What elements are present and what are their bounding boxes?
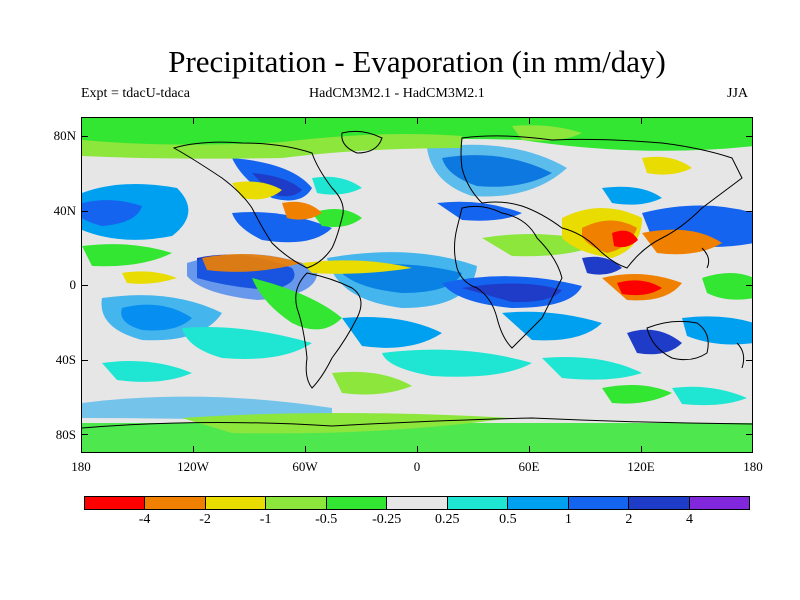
colorbar-swatch-0 xyxy=(85,497,146,509)
tick-lon-120e xyxy=(641,446,642,453)
colorbar-swatch-5 xyxy=(387,497,448,509)
lon-label-60w: 60W xyxy=(292,459,318,474)
coastlines xyxy=(82,130,752,429)
tick-lon-120e-top xyxy=(641,117,642,124)
season-label: JJA xyxy=(727,86,749,101)
colorbar-swatch-2 xyxy=(205,497,267,509)
colorbar-label-8: 2 xyxy=(625,512,633,527)
lon-label-120e: 120E xyxy=(627,459,655,474)
colorbar-label-7: 1 xyxy=(564,512,572,527)
lon-label-0: 0 xyxy=(413,459,421,474)
tick-lat-40n-right xyxy=(746,211,753,212)
tick-lat-40s-right xyxy=(746,360,753,361)
tick-lat-80n xyxy=(81,136,88,137)
figure-title: Precipitation - Evaporation (in mm/day) xyxy=(168,44,666,79)
lat-label-80n: 80N xyxy=(53,128,76,143)
tick-lon-60e xyxy=(529,446,530,453)
tick-lat-80s-right xyxy=(746,434,753,435)
precip-evap-field-map xyxy=(82,118,752,452)
colorbar-label-0: -4 xyxy=(138,512,151,527)
tick-lon-60w xyxy=(305,446,306,453)
weak-negative-fields xyxy=(82,118,752,452)
tick-lat-80n-right xyxy=(746,136,753,137)
tick-lon-120w-top xyxy=(193,117,194,124)
colorbar-swatch-7 xyxy=(508,497,569,509)
experiment-label: Expt = tdacU-tdaca xyxy=(81,86,190,101)
tick-lat-40n xyxy=(81,211,88,212)
colorbar-swatch-8 xyxy=(568,497,630,509)
colorbar-label-1: -2 xyxy=(199,512,211,527)
lat-label-40n: 40N xyxy=(53,203,76,218)
tick-lat-80s xyxy=(81,434,88,435)
colorbar-swatch-9 xyxy=(629,497,690,509)
lon-label-60e: 60E xyxy=(518,459,540,474)
colorbar-swatch-3 xyxy=(266,497,327,509)
lat-label-80s: 80S xyxy=(55,427,76,442)
colorbar-label-3: -0.5 xyxy=(315,512,338,527)
tick-lat-40s xyxy=(81,360,88,361)
colorbar-label-9: 4 xyxy=(685,512,693,527)
colorbar-swatch-4 xyxy=(326,497,388,509)
lon-label-180-west: 180 xyxy=(71,459,91,474)
tick-lon-0-top xyxy=(417,117,418,124)
lon-label-120w: 120W xyxy=(177,459,209,474)
colorbar-swatch-1 xyxy=(145,497,206,509)
lon-label-180-east: 180 xyxy=(743,459,763,474)
strong-negative-fields xyxy=(122,156,722,301)
colorbar-label-6: 0.5 xyxy=(499,512,517,527)
colorbar-label-2: -1 xyxy=(259,512,272,527)
tick-lat-0 xyxy=(81,285,88,286)
colorbar xyxy=(84,496,750,510)
colorbar-label-5: 0.25 xyxy=(435,512,460,527)
tick-lon-60e-top xyxy=(529,117,530,124)
tick-lon-120w xyxy=(193,446,194,453)
lat-label-40s: 40S xyxy=(55,352,76,367)
lat-label-equator: 0 xyxy=(69,277,77,292)
tick-lon-0 xyxy=(417,446,418,453)
colorbar-label-4: -0.25 xyxy=(372,512,402,527)
colorbar-swatch-10 xyxy=(689,497,749,509)
map-panel xyxy=(81,117,753,453)
model-label: HadCM3M2.1 - HadCM3M2.1 xyxy=(309,86,485,101)
tick-lon-60w-top xyxy=(305,117,306,124)
colorbar-swatch-6 xyxy=(447,497,509,509)
tick-lat-0-right xyxy=(746,285,753,286)
